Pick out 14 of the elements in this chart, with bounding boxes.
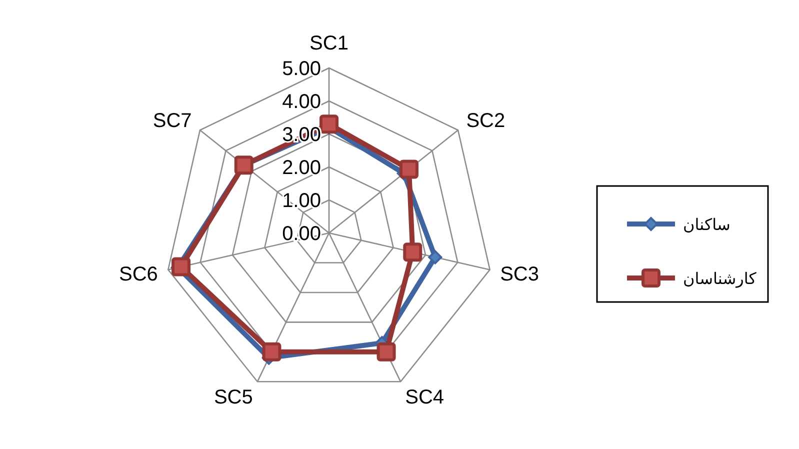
spoke-label: SC4 (405, 386, 444, 409)
spoke-label: SC2 (466, 110, 506, 132)
spoke-label: SC5 (214, 386, 253, 409)
legend-label: کارشناسان (683, 269, 757, 288)
y-tick-label: 4.00 (282, 91, 321, 113)
y-tick-label: 1.00 (282, 190, 321, 212)
spoke-label: SC7 (152, 110, 192, 132)
legend-label: ساکنان (683, 215, 730, 234)
spoke-label: SC3 (500, 263, 540, 286)
y-tick-label: 2.00 (282, 157, 321, 179)
spoke-label: SC6 (118, 263, 158, 286)
spoke-label: SC1 (310, 32, 348, 54)
y-tick-label: 5.00 (282, 58, 321, 80)
y-tick-label: 0.00 (282, 223, 321, 245)
